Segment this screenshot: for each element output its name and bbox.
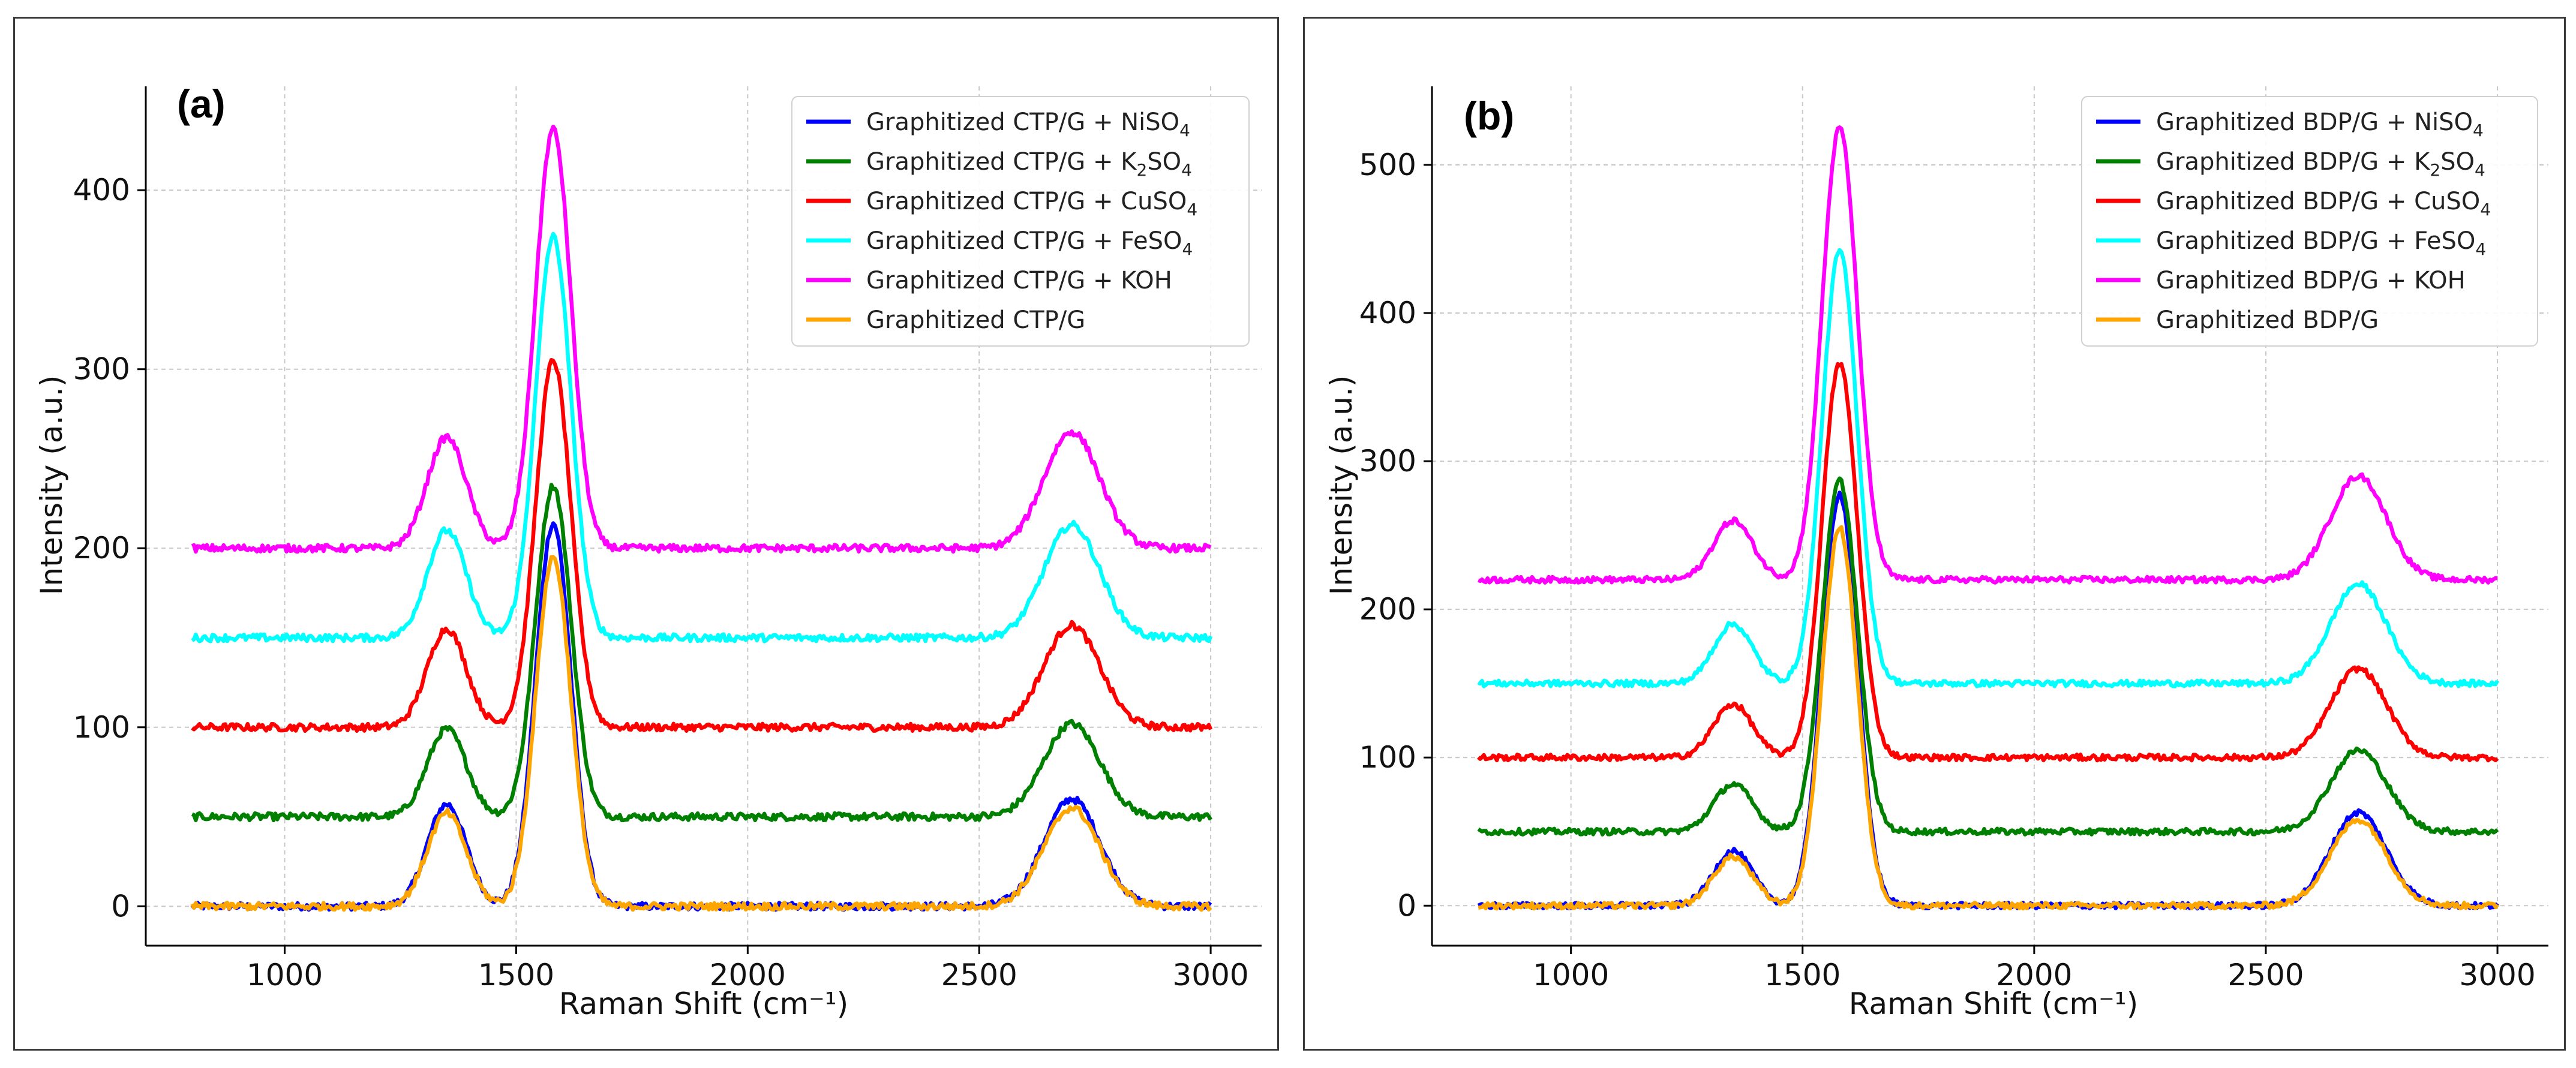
x-tick-label: 2000 bbox=[1996, 958, 2072, 992]
series-line-5 bbox=[1478, 125, 2498, 585]
y-tick-label: 300 bbox=[73, 352, 130, 387]
x-tick-label: 1500 bbox=[1764, 958, 1841, 992]
legend-label: Graphitized BDP/G + FeSO4 bbox=[2156, 227, 2486, 259]
tick-marks: 1000 1500 2000 2500 3000 0 100 200 300 400 bbox=[73, 173, 1249, 992]
y-axis-title: Intensity (a.u.) bbox=[34, 375, 69, 595]
x-tick-label: 1000 bbox=[247, 958, 323, 992]
series-line-2 bbox=[1477, 476, 2499, 837]
legend-label: Graphitized CTP/G + FeSO4 bbox=[866, 227, 1193, 259]
axes-frame bbox=[145, 86, 1262, 947]
y-tick-label: 400 bbox=[73, 173, 130, 207]
series-line-6 bbox=[190, 555, 1212, 912]
y-tick-label: 100 bbox=[1359, 740, 1416, 775]
x-tick-label: 2500 bbox=[941, 958, 1017, 992]
legend-label: Graphitized CTP/G + NiSO4 bbox=[866, 109, 1190, 140]
raman-chart-a: 1000 1500 2000 2500 3000 0 100 200 300 400 (a) Ra… bbox=[34, 82, 1262, 1021]
axes-frame bbox=[1431, 86, 2548, 947]
legend-label: Graphitized BDP/G + NiSO4 bbox=[2156, 109, 2484, 140]
legend-label: Graphitized CTP/G + KOH bbox=[866, 267, 1172, 294]
series-line-5 bbox=[191, 124, 1212, 554]
legend-box bbox=[791, 96, 1250, 347]
y-tick-label: 400 bbox=[1359, 296, 1416, 330]
series-line-1 bbox=[1477, 491, 2499, 911]
x-tick-label: 2500 bbox=[2227, 958, 2304, 992]
legend: Graphitized BDP/G + NiSO4 Graphitized BDP… bbox=[2081, 96, 2538, 347]
series-line-3 bbox=[191, 357, 1213, 733]
y-tick-label: 100 bbox=[73, 710, 130, 745]
y-tick-label: 0 bbox=[111, 889, 130, 923]
legend-label: Graphitized CTP/G + CuSO4 bbox=[866, 188, 1197, 219]
legend-label: Graphitized BDP/G + K2SO4 bbox=[2156, 148, 2485, 180]
y-tick-label: 300 bbox=[1359, 444, 1416, 479]
y-tick-label: 200 bbox=[73, 531, 130, 565]
x-tick-label: 2000 bbox=[710, 958, 786, 992]
x-tick-label: 3000 bbox=[2459, 958, 2535, 992]
series-lines bbox=[1476, 125, 2499, 911]
panel-label-a: (a) bbox=[177, 82, 226, 126]
series-lines bbox=[190, 124, 1213, 912]
chart-panel-b: 1000 1500 2000 2500 3000 0 100 200 300 400 500 (b)… bbox=[1303, 17, 2566, 1051]
legend-box bbox=[2081, 96, 2538, 347]
x-axis-title: Raman Shift (cm⁻¹) bbox=[1849, 986, 2138, 1021]
x-axis-title: Raman Shift (cm⁻¹) bbox=[559, 986, 848, 1021]
x-tick-label: 3000 bbox=[1172, 958, 1248, 992]
legend-label: Graphitized BDP/G + CuSO4 bbox=[2156, 188, 2491, 219]
legend-label: Graphitized CTP/G + K2SO4 bbox=[866, 148, 1192, 180]
series-line-4 bbox=[1477, 248, 2499, 688]
chart-panel-a: 1000 1500 2000 2500 3000 0 100 200 300 400 (a) Ra… bbox=[13, 17, 1279, 1051]
y-tick-label: 200 bbox=[1359, 592, 1416, 627]
series-line-3 bbox=[1476, 362, 2499, 763]
legend-label: Graphitized CTP/G bbox=[866, 306, 1085, 334]
legend-label: Graphitized BDP/G + KOH bbox=[2156, 267, 2466, 294]
series-line-2 bbox=[191, 483, 1212, 823]
tick-marks: 1000 1500 2000 2500 3000 0 100 200 300 400 500 bbox=[1359, 148, 2536, 992]
x-tick-label: 1500 bbox=[478, 958, 554, 992]
x-tick-label: 1000 bbox=[1533, 958, 1609, 992]
legend-label: Graphitized BDP/G bbox=[2156, 306, 2379, 334]
panel-label-b: (b) bbox=[1464, 94, 1514, 138]
y-tick-label: 500 bbox=[1359, 148, 1416, 182]
series-line-4 bbox=[191, 231, 1213, 643]
y-tick-label: 0 bbox=[1397, 888, 1416, 923]
series-line-1 bbox=[190, 521, 1212, 912]
series-line-6 bbox=[1478, 525, 2499, 911]
legend: Graphitized CTP/G + NiSO4 Graphitized CTP… bbox=[791, 96, 1250, 347]
raman-chart-b: 1000 1500 2000 2500 3000 0 100 200 300 400 500 (b)… bbox=[1324, 86, 2548, 1021]
y-axis-title: Intensity (a.u.) bbox=[1324, 375, 1359, 595]
